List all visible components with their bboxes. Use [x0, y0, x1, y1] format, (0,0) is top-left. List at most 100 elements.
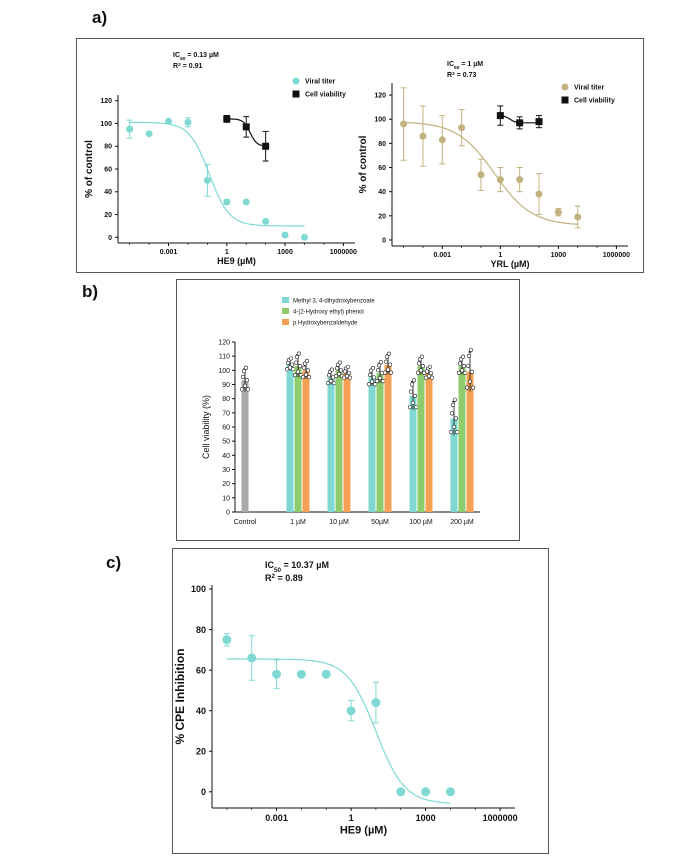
replicate-dot	[418, 368, 424, 373]
data-point	[516, 119, 524, 127]
y-tick-label: 90	[222, 382, 230, 389]
y-tick-label: 20	[196, 746, 206, 756]
data-point	[574, 213, 582, 221]
replicate-dot	[470, 385, 476, 390]
legend-label: 4-(2-Hydroxy ethyl) phenol	[293, 310, 364, 316]
replicate-dot	[294, 354, 300, 360]
replicate-dot	[453, 416, 459, 421]
legend-marker	[292, 90, 300, 98]
panel-b-label: b)	[82, 282, 99, 301]
data-point	[346, 706, 356, 716]
x-tick-label: 10 µM	[329, 519, 349, 526]
replicate-dot	[244, 378, 250, 383]
replicate-dot	[346, 371, 352, 376]
data-point	[554, 208, 562, 216]
bar	[327, 377, 335, 512]
replicate-dot	[416, 361, 422, 366]
x-axis-label: HE9 (µM)	[340, 825, 388, 837]
replicate-dot	[285, 360, 291, 366]
y-tick-label: 0	[108, 235, 112, 242]
ic50-label: IC50 = 10.37 µM	[265, 560, 329, 574]
data-point	[396, 787, 406, 797]
data-point	[242, 123, 250, 131]
replicate-dot	[342, 369, 348, 374]
x-tick-label: 1000	[551, 252, 567, 259]
y-axis-label: % of control	[358, 135, 369, 193]
bar	[384, 364, 392, 512]
x-tick-label: 0.001	[160, 249, 178, 256]
replicate-dot	[412, 393, 418, 398]
legend-label: Cell viability	[305, 92, 346, 99]
y-tick-label: 100	[191, 584, 206, 594]
data-point	[421, 787, 431, 797]
data-point	[535, 118, 543, 126]
fit-curve	[129, 121, 305, 227]
data-point	[477, 171, 485, 179]
replicate-dot	[329, 367, 335, 372]
replicate-dot	[386, 351, 392, 356]
replicate-dot	[419, 354, 425, 359]
replicate-dot	[328, 378, 334, 384]
data-point	[262, 142, 270, 150]
replicate-dot	[457, 361, 463, 366]
x-tick-label: 1	[349, 813, 354, 823]
replicate-dot	[409, 382, 415, 387]
data-point	[296, 669, 306, 679]
y-tick-label: 120	[218, 340, 230, 347]
legend-swatch	[282, 319, 289, 325]
y-tick-label: 80	[222, 396, 230, 403]
bar	[450, 418, 458, 512]
replicate-dot	[344, 373, 350, 379]
bar	[409, 395, 417, 512]
y-tick-label: 30	[222, 467, 230, 474]
y-tick-label: 40	[378, 189, 386, 196]
data-point	[419, 132, 427, 140]
data-point	[516, 176, 524, 184]
replicate-dot	[450, 402, 456, 408]
replicate-dot	[375, 368, 381, 373]
x-tick-label: 0.001	[265, 813, 288, 823]
bar	[425, 373, 433, 512]
x-tick-label: 50µM	[371, 519, 389, 526]
replicate-dot	[464, 385, 470, 390]
panel-a-frame	[76, 38, 644, 273]
replicate-dot	[334, 366, 340, 371]
y-tick-label: 100	[218, 368, 230, 375]
replicate-dot	[303, 372, 309, 377]
x-tick-label: 1000	[277, 249, 293, 256]
x-tick-label: 1000	[416, 813, 436, 823]
x-tick-label: 0.001	[434, 252, 452, 259]
data-point	[535, 190, 543, 198]
bar	[466, 371, 474, 512]
replicate-dot	[345, 364, 351, 370]
replicate-dot	[460, 354, 466, 359]
data-point	[458, 124, 466, 132]
replicate-dot	[367, 372, 373, 377]
replicate-dot	[420, 363, 426, 369]
y-tick-label: 40	[196, 706, 206, 716]
y-tick-label: 70	[222, 410, 230, 417]
legend-swatch	[282, 297, 289, 303]
replicate-dot	[306, 375, 312, 380]
data-point	[223, 115, 231, 123]
bar	[286, 364, 294, 512]
replicate-dot	[338, 368, 344, 373]
legend-marker	[561, 96, 569, 104]
data-point	[223, 198, 231, 206]
replicate-dot	[377, 376, 383, 381]
replicate-dot	[388, 370, 394, 375]
x-tick-label: 1000000	[330, 249, 357, 256]
bar	[294, 366, 302, 512]
replicate-dot	[336, 371, 342, 376]
y-tick-label: 120	[374, 93, 386, 100]
replicate-dot	[300, 375, 306, 380]
x-tick-label: 1	[498, 252, 502, 259]
replicate-dot	[449, 411, 455, 416]
bar	[343, 373, 351, 512]
replicate-dot	[407, 405, 413, 410]
y-axis-label: Cell viability (%)	[201, 395, 211, 459]
fit-curve	[226, 658, 451, 804]
bar-control	[241, 380, 249, 512]
replicate-dot	[241, 369, 247, 374]
data-point	[300, 233, 308, 241]
